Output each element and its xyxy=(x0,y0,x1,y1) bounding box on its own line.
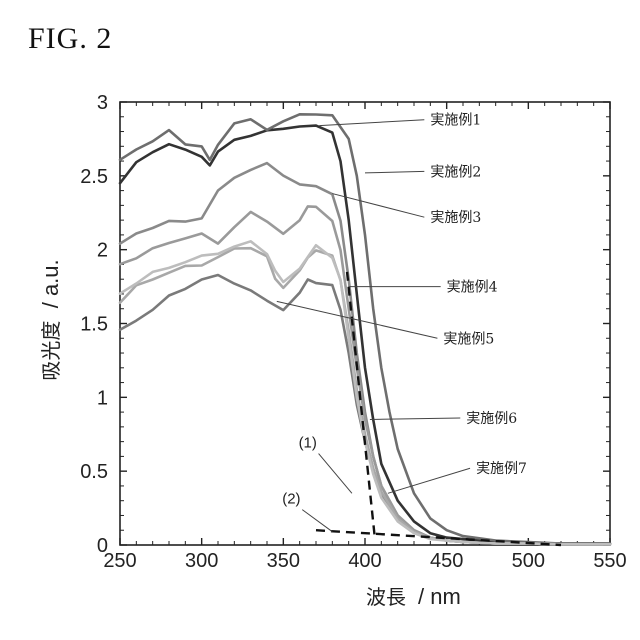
y-axis-title: 吸光度 / a.u. xyxy=(38,259,63,380)
series-label-2: 実施例2 xyxy=(430,164,481,180)
series-line-2 xyxy=(120,114,610,543)
x-axis-title: 波長 xyxy=(366,585,406,609)
x-tick-label: 400 xyxy=(348,550,381,572)
series-label-5: 実施例5 xyxy=(443,331,494,347)
label-leader-8 xyxy=(319,454,352,494)
x-axis-unit: / nm xyxy=(418,584,461,609)
label-leader-9 xyxy=(302,510,332,532)
annotation-label: (1) xyxy=(299,435,317,452)
x-tick-label: 300 xyxy=(185,550,218,572)
y-tick-label: 3 xyxy=(97,92,108,114)
axes-frame xyxy=(120,102,610,545)
y-tick-label: 2 xyxy=(97,240,108,262)
y-axis-title-text: 吸光度 xyxy=(39,321,63,381)
x-tick-label: 350 xyxy=(267,550,300,572)
y-tick-label: 0.5 xyxy=(80,461,108,483)
series-label-6: 実施例6 xyxy=(466,411,517,427)
y-tick-label: 2.5 xyxy=(80,166,108,188)
plot-frame xyxy=(120,102,610,545)
series-line-1 xyxy=(120,126,610,544)
y-tick-label: 0 xyxy=(97,535,108,557)
annotation-label: (2) xyxy=(282,491,300,508)
label-leader-2 xyxy=(365,171,424,172)
series-group xyxy=(120,114,610,544)
x-tick-label: 550 xyxy=(593,550,626,572)
series-label-7: 実施例7 xyxy=(476,461,527,477)
y-tick-label: 1.5 xyxy=(80,314,108,336)
label-leader-7 xyxy=(388,468,470,493)
series-label-4: 実施例4 xyxy=(447,280,498,296)
y-tick-label: 1 xyxy=(97,387,108,409)
x-tick-label: 450 xyxy=(430,550,463,572)
y-axis-unit: / a.u. xyxy=(38,259,63,308)
series-label-3: 実施例3 xyxy=(430,210,481,226)
x-tick-label: 250 xyxy=(103,550,136,572)
absorbance-chart: 実施例1実施例2実施例3実施例4実施例5実施例6実施例7(1)(2) 25030… xyxy=(0,0,640,640)
series-line-3 xyxy=(120,163,610,544)
x-tick-label: 500 xyxy=(512,550,545,572)
label-leader-6 xyxy=(370,418,460,419)
series-line-6 xyxy=(120,248,610,544)
series-labels: 実施例1 実施例2 実施例3 実施例4 実施例5 実施例6 実施例7 (1) (2) xyxy=(277,113,527,532)
series-label-1: 実施例1 xyxy=(430,113,481,129)
